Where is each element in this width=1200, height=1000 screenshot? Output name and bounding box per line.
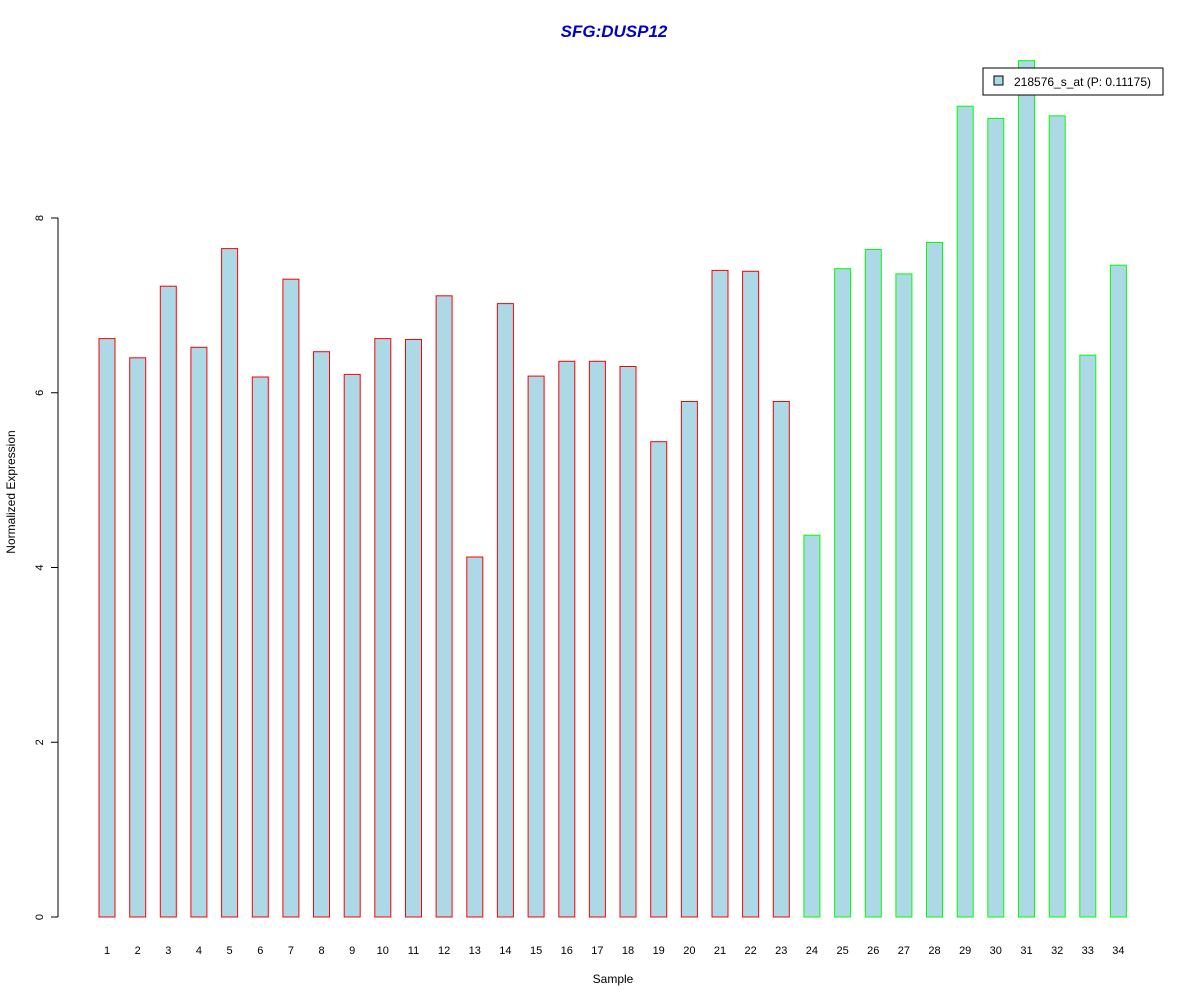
bar [1018,60,1035,918]
x-tick-label: 18 [622,945,634,957]
bar [772,401,790,918]
x-tick-label: 26 [867,945,879,957]
bar [619,366,637,918]
bar [926,242,943,918]
bar [343,373,361,918]
x-tick-label: 34 [1112,945,1124,957]
x-tick-label: 6 [257,945,263,957]
x-tick-label: 3 [165,945,171,957]
bar [803,534,821,918]
x-tick-label: 17 [591,945,603,957]
y-axis: 0 2 4 6 8 [34,215,59,920]
y-tick-label: 2 [34,739,46,745]
x-tick-label: 19 [653,945,665,957]
bar [496,303,514,918]
bar [527,375,545,918]
bar [190,346,208,918]
bar [680,401,698,918]
x-tick-label: 15 [530,945,542,957]
legend-label: 218576_s_at (P: 0.11175) [1014,75,1151,89]
x-tick-label: 24 [806,945,818,957]
x-tick-label: 20 [683,945,695,957]
x-tick-label: 33 [1082,945,1094,957]
x-tick-label: 25 [836,945,848,957]
bar [374,338,392,918]
bar [742,270,760,918]
x-tick-label: 21 [714,945,726,957]
x-tick-label: 10 [377,945,389,957]
bar [159,285,177,918]
x-tick-label: 23 [775,945,787,957]
bar [588,360,606,918]
x-axis-tick-labels: 1 2 3 4 5 6 7 8 9 10 11 12 13 14 15 16 17 18 19 20 21 22 23 24 2… [104,945,1125,957]
x-tick-label: 13 [469,945,481,957]
x-tick-label: 11 [408,945,419,957]
bar [558,360,576,918]
x-tick-label: 16 [561,945,573,957]
chart-title: SFG:DUSP12 [561,22,668,41]
x-tick-label: 2 [135,945,141,957]
bar [1048,115,1066,918]
bar [251,376,269,918]
bar [129,357,147,918]
x-tick-label: 22 [744,945,756,957]
x-tick-label: 27 [898,945,910,957]
x-tick-label: 31 [1020,945,1032,957]
bar [987,117,1005,918]
x-tick-label: 7 [288,945,294,957]
y-tick-label: 4 [34,564,46,570]
x-tick-label: 1 [104,945,110,957]
bar [435,295,453,918]
x-tick-label: 9 [349,945,355,957]
legend-swatch [993,75,1004,86]
bar [895,273,913,918]
x-tick-label: 29 [959,945,971,957]
bar [282,278,300,918]
bar [405,339,422,918]
x-tick-label: 14 [499,945,511,957]
x-tick-label: 32 [1051,945,1063,957]
bar [956,105,974,918]
x-axis-label: Sample [593,972,634,986]
legend-box [982,67,1164,96]
bar-series [98,60,1127,918]
bar [864,249,882,918]
x-tick-label: 28 [928,945,940,957]
bar [466,556,484,918]
y-tick-label: 8 [34,215,46,221]
y-axis-label: Normalized Expression [4,430,18,553]
bar [221,248,239,918]
x-tick-label: 5 [227,945,233,957]
y-tick-label: 6 [34,390,46,396]
x-tick-label: 30 [990,945,1002,957]
bar [711,269,729,918]
bar [313,351,330,918]
x-tick-label: 8 [318,945,324,957]
x-tick-label: 12 [438,945,450,957]
bar [98,338,116,918]
legend: 218576_s_at (P: 0.11175) [982,67,1164,96]
bar [1109,264,1127,918]
y-tick-label: 0 [34,914,46,920]
bar [1079,354,1097,918]
x-tick-label: 4 [196,945,202,957]
bar [834,268,852,918]
bar [650,441,668,918]
